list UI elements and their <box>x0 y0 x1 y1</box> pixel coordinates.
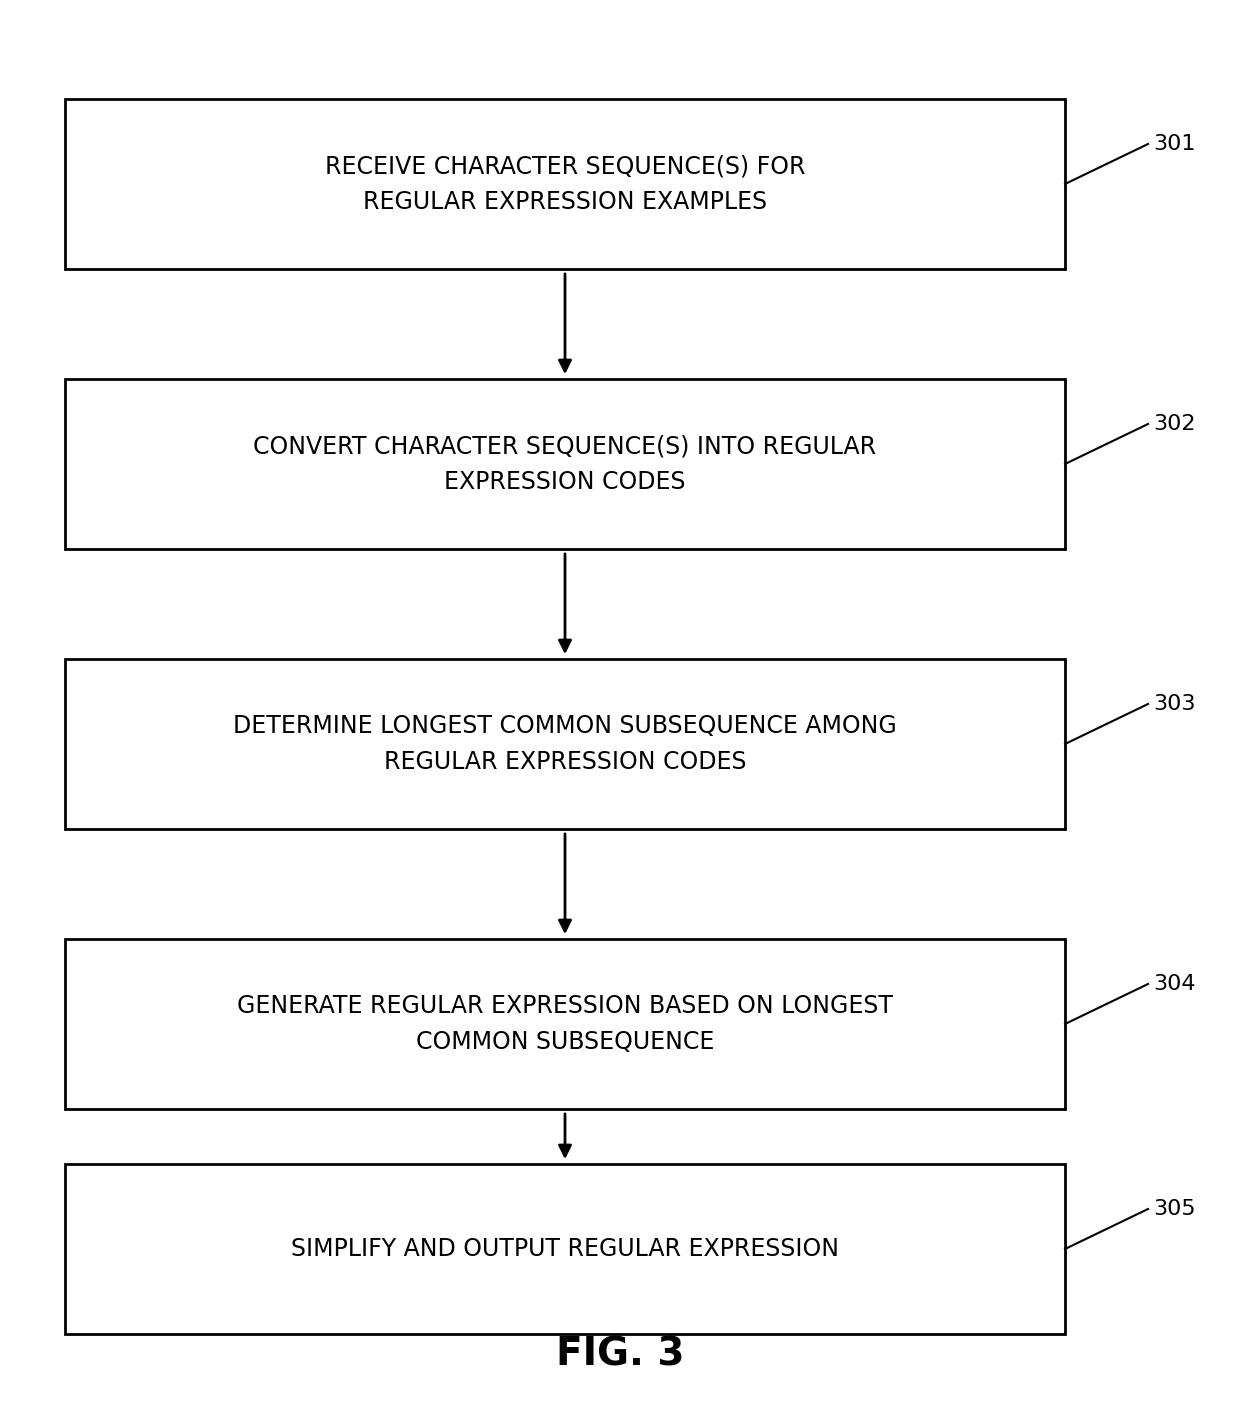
Text: 304: 304 <box>1153 974 1195 994</box>
Bar <box>64 99 1065 269</box>
Text: GENERATE REGULAR EXPRESSION BASED ON LONGEST
COMMON SUBSEQUENCE: GENERATE REGULAR EXPRESSION BASED ON LON… <box>237 994 893 1053</box>
Text: DETERMINE LONGEST COMMON SUBSEQUENCE AMONG
REGULAR EXPRESSION CODES: DETERMINE LONGEST COMMON SUBSEQUENCE AMO… <box>233 714 897 773</box>
Text: 305: 305 <box>1153 1199 1195 1219</box>
Text: 301: 301 <box>1153 134 1195 154</box>
Text: SIMPLIFY AND OUTPUT REGULAR EXPRESSION: SIMPLIFY AND OUTPUT REGULAR EXPRESSION <box>291 1237 839 1261</box>
Bar <box>64 939 1065 1109</box>
Bar <box>64 659 1065 829</box>
Text: CONVERT CHARACTER SEQUENCE(S) INTO REGULAR
EXPRESSION CODES: CONVERT CHARACTER SEQUENCE(S) INTO REGUL… <box>253 434 877 493</box>
Text: RECEIVE CHARACTER SEQUENCE(S) FOR
REGULAR EXPRESSION EXAMPLES: RECEIVE CHARACTER SEQUENCE(S) FOR REGULA… <box>325 154 805 214</box>
Text: FIG. 3: FIG. 3 <box>556 1335 684 1373</box>
Text: 302: 302 <box>1153 414 1195 434</box>
Bar <box>64 379 1065 549</box>
Bar <box>64 1164 1065 1333</box>
Text: 303: 303 <box>1153 694 1195 714</box>
